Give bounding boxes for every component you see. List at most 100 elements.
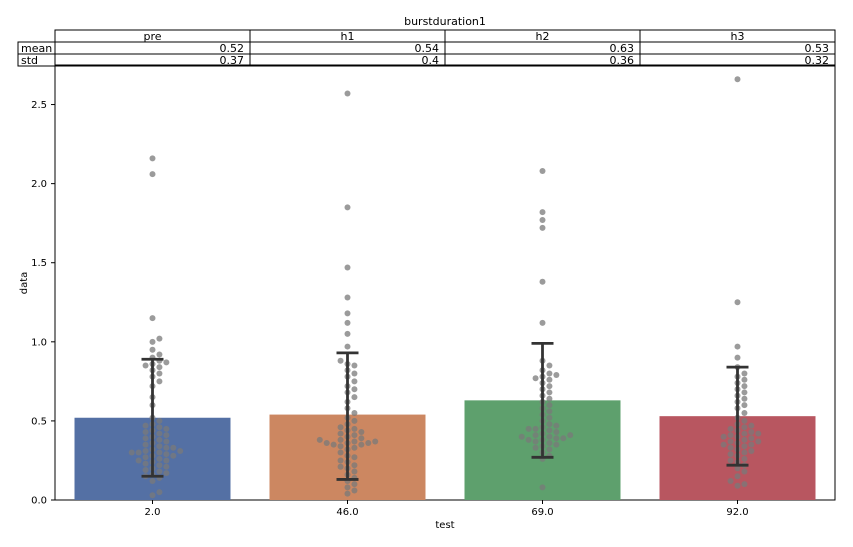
data-point [316,436,323,443]
plot-frame [54,64,836,501]
data-point [741,383,748,390]
data-point [351,481,358,488]
data-point [727,451,734,458]
data-point [128,449,135,456]
data-point [546,446,553,453]
data-point [734,76,741,83]
data-point [323,440,330,447]
data-point [163,451,170,458]
data-point [344,294,351,301]
y-axis: 0.0 0.5 1.0 1.5 2.0 2.5 [31,100,55,507]
data-point [337,457,344,464]
table-cell-value: 0.52 [220,42,245,55]
y-tick-label: 1.5 [31,258,47,269]
data-point [156,468,163,475]
data-point [156,436,163,443]
data-point [546,389,553,396]
data-point [170,444,177,451]
data-point [741,468,748,475]
data-point [553,441,560,448]
data-point [351,462,358,469]
x-tick-label: 2.0 [145,507,161,518]
data-point [734,465,741,472]
data-point [748,428,755,435]
data-point [142,435,149,442]
data-point [142,428,149,435]
data-point [741,424,748,431]
data-point [532,438,539,445]
data-point [532,444,539,451]
y-axis-label: data [19,272,30,295]
data-point [741,395,748,402]
y-tick-label: 0.5 [31,416,47,427]
data-point [539,217,546,224]
data-point [539,209,546,216]
data-point [149,171,156,178]
data-point [142,422,149,429]
data-point [156,449,163,456]
data-point [741,389,748,396]
data-point [344,319,351,326]
data-point [351,454,358,461]
table-row-label: mean [21,42,52,55]
data-point [351,444,358,451]
x-tick-label: 92.0 [726,507,748,518]
data-point [135,449,142,456]
x-tick-label: 69.0 [531,507,553,518]
x-axis-label: test [435,520,454,531]
data-point [135,457,142,464]
data-point [525,436,532,443]
data-point [358,428,365,435]
data-point [532,432,539,439]
data-point [351,487,358,494]
data-point [351,386,358,393]
data-point [539,167,546,174]
data-point [337,443,344,450]
data-point [525,425,532,432]
data-point [177,447,184,454]
data-point [546,414,553,421]
data-point [156,455,163,462]
data-point [149,155,156,162]
table-cell-value: 0.63 [610,42,635,55]
data-point [351,438,358,445]
table-column-header: h1 [341,30,355,43]
data-point [734,354,741,361]
data-point [330,441,337,448]
data-point [351,468,358,475]
data-point [156,364,163,371]
data-point [344,264,351,271]
data-point [734,343,741,350]
data-point [734,299,741,306]
data-point [539,278,546,285]
data-point [337,463,344,470]
data-point [156,351,163,358]
data-point [163,444,170,451]
data-point [546,421,553,428]
data-point [358,441,365,448]
data-point [546,427,553,434]
table-column-header: h2 [536,30,550,43]
data-point [142,466,149,473]
data-point [372,438,379,445]
data-point [149,315,156,322]
error-bars-layer [141,341,749,481]
data-point [741,430,748,437]
data-point [156,370,163,377]
data-point [344,484,351,491]
data-point [337,424,344,431]
data-point [156,424,163,431]
data-point [149,338,156,345]
data-point [351,378,358,385]
data-point [365,440,372,447]
data-point [163,470,170,477]
data-point [532,375,539,382]
bars-layer [74,400,816,500]
data-point [163,359,170,366]
table-cell-value: 0.54 [415,42,440,55]
data-point [539,484,546,491]
data-point [734,473,741,480]
data-point [149,346,156,353]
data-point [337,430,344,437]
data-point [720,441,727,448]
